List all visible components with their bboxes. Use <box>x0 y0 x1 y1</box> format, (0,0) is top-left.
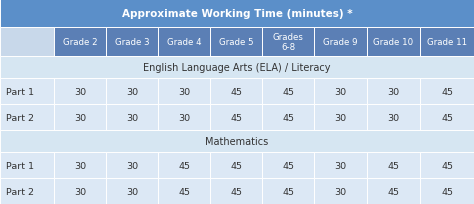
Text: 45: 45 <box>283 187 294 196</box>
Bar <box>106 152 158 178</box>
Bar <box>54 178 106 204</box>
Text: 30: 30 <box>126 187 138 196</box>
Text: 45: 45 <box>388 187 400 196</box>
Text: 45: 45 <box>441 161 453 170</box>
Bar <box>54 79 106 104</box>
Bar <box>106 79 158 104</box>
Text: Part 2: Part 2 <box>6 113 34 122</box>
Text: English Language Arts (ELA) / Literacy: English Language Arts (ELA) / Literacy <box>143 63 331 73</box>
Bar <box>158 28 210 57</box>
Text: 30: 30 <box>74 113 86 122</box>
Bar <box>54 152 106 178</box>
Bar <box>210 104 262 130</box>
Bar <box>262 152 314 178</box>
Text: 30: 30 <box>178 87 190 96</box>
Bar <box>366 79 420 104</box>
Bar <box>106 28 158 57</box>
Bar <box>262 178 314 204</box>
Text: Part 2: Part 2 <box>6 187 34 196</box>
Bar <box>314 28 366 57</box>
Text: 30: 30 <box>335 187 346 196</box>
Bar <box>420 152 474 178</box>
Bar <box>420 28 474 57</box>
Bar <box>0 28 54 57</box>
Text: 45: 45 <box>230 113 242 122</box>
Bar <box>158 79 210 104</box>
Text: Grade 4: Grade 4 <box>167 38 201 47</box>
Text: 30: 30 <box>126 113 138 122</box>
Bar <box>210 178 262 204</box>
Bar <box>106 104 158 130</box>
Bar <box>158 152 210 178</box>
Text: 30: 30 <box>126 161 138 170</box>
Text: Grade 2: Grade 2 <box>63 38 97 47</box>
Text: Approximate Working Time (minutes) *: Approximate Working Time (minutes) * <box>122 9 352 19</box>
Bar <box>262 79 314 104</box>
Bar <box>0 130 474 152</box>
Text: 45: 45 <box>230 187 242 196</box>
Bar <box>54 104 106 130</box>
Text: 45: 45 <box>230 87 242 96</box>
Text: 45: 45 <box>441 87 453 96</box>
Bar <box>158 104 210 130</box>
Bar <box>420 104 474 130</box>
Bar <box>314 152 366 178</box>
Text: 45: 45 <box>283 87 294 96</box>
Text: 45: 45 <box>388 161 400 170</box>
Text: 30: 30 <box>126 87 138 96</box>
Bar <box>0 57 474 79</box>
Text: 45: 45 <box>283 113 294 122</box>
Text: 30: 30 <box>335 161 346 170</box>
Text: Grade 3: Grade 3 <box>115 38 149 47</box>
Text: Part 1: Part 1 <box>6 87 34 96</box>
Bar <box>0 0 474 28</box>
Bar <box>262 28 314 57</box>
Bar <box>0 104 54 130</box>
Text: Mathematics: Mathematics <box>205 136 269 146</box>
Bar <box>106 178 158 204</box>
Text: Grades
6-8: Grades 6-8 <box>273 33 304 52</box>
Text: 45: 45 <box>441 113 453 122</box>
Text: 45: 45 <box>283 161 294 170</box>
Bar <box>314 104 366 130</box>
Text: 30: 30 <box>335 87 346 96</box>
Text: 30: 30 <box>178 113 190 122</box>
Bar <box>158 178 210 204</box>
Text: 30: 30 <box>387 87 400 96</box>
Bar <box>366 28 420 57</box>
Text: 30: 30 <box>74 187 86 196</box>
Bar <box>420 178 474 204</box>
Bar <box>210 152 262 178</box>
Text: Part 1: Part 1 <box>6 161 34 170</box>
Bar <box>0 178 54 204</box>
Bar <box>54 28 106 57</box>
Text: 45: 45 <box>441 187 453 196</box>
Text: Grade 5: Grade 5 <box>219 38 254 47</box>
Bar <box>314 79 366 104</box>
Text: 30: 30 <box>335 113 346 122</box>
Text: Grade 10: Grade 10 <box>374 38 414 47</box>
Bar <box>366 104 420 130</box>
Text: 30: 30 <box>74 87 86 96</box>
Bar <box>262 104 314 130</box>
Text: 30: 30 <box>387 113 400 122</box>
Bar <box>420 79 474 104</box>
Bar <box>366 178 420 204</box>
Bar <box>210 79 262 104</box>
Text: 45: 45 <box>178 161 190 170</box>
Text: Grade 9: Grade 9 <box>323 38 358 47</box>
Bar <box>210 28 262 57</box>
Bar <box>366 152 420 178</box>
Bar <box>0 79 54 104</box>
Bar <box>314 178 366 204</box>
Text: Grade 11: Grade 11 <box>427 38 467 47</box>
Bar <box>0 152 54 178</box>
Text: 45: 45 <box>178 187 190 196</box>
Text: 45: 45 <box>230 161 242 170</box>
Text: 30: 30 <box>74 161 86 170</box>
